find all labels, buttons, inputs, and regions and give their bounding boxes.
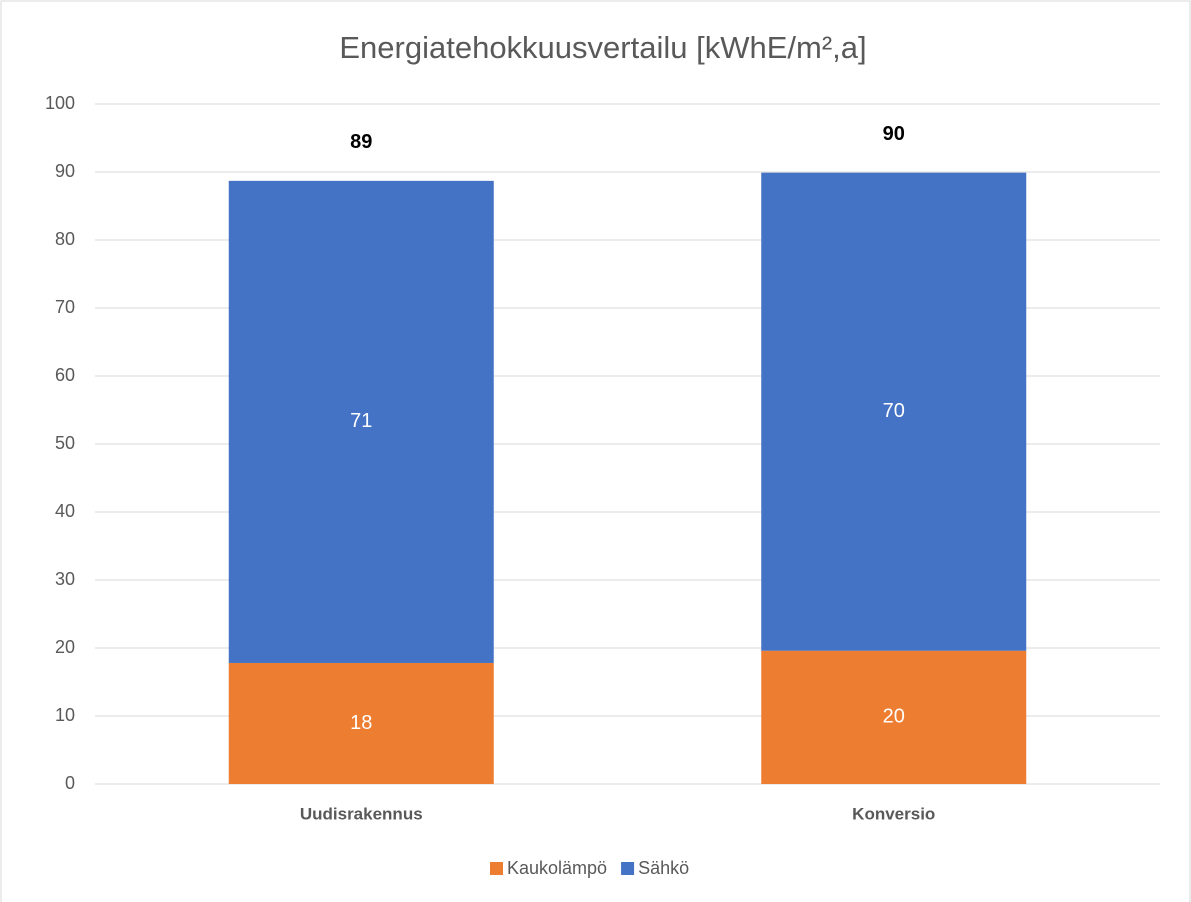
y-tick-label: 0 — [65, 773, 75, 793]
value-label: 70 — [883, 400, 905, 422]
chart-title: Energiatehokkuusvertailu [kWhE/m²,a] — [339, 30, 866, 65]
total-label: 89 — [350, 131, 372, 153]
y-tick-label: 50 — [55, 433, 75, 453]
y-tick-label: 80 — [55, 229, 75, 249]
legend-label: Sähkö — [638, 858, 689, 878]
y-tick-label: 90 — [55, 161, 75, 181]
bar-segment — [761, 650, 1027, 784]
bar-segment — [228, 180, 494, 663]
value-label: 71 — [350, 410, 372, 432]
value-label: 18 — [350, 712, 372, 734]
y-tick-label: 20 — [55, 637, 75, 657]
bar-segment — [761, 172, 1027, 651]
bar-segment — [228, 662, 494, 784]
y-tick-label: 10 — [55, 705, 75, 725]
y-tick-label: 30 — [55, 569, 75, 589]
total-label: 90 — [883, 123, 905, 145]
legend-swatch — [490, 862, 503, 875]
y-tick-label: 40 — [55, 501, 75, 521]
x-tick-label: Uudisrakennus — [300, 804, 423, 823]
legend-swatch — [621, 862, 635, 875]
y-tick-label: 70 — [55, 297, 75, 317]
y-tick-label: 60 — [55, 365, 75, 385]
value-label: 20 — [883, 706, 905, 728]
y-tick-label: 100 — [45, 93, 75, 113]
legend-label: Kaukolämpö — [507, 858, 607, 878]
x-tick-label: Konversio — [852, 804, 935, 823]
